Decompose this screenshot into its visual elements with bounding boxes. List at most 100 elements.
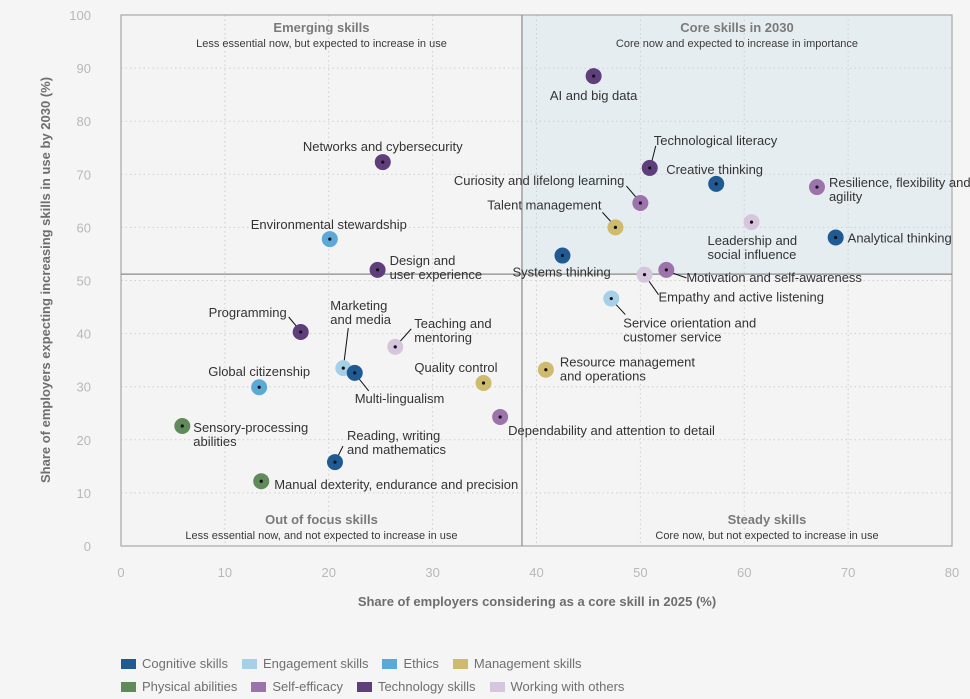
core-quadrant-shade [521,15,952,275]
legend-label: Working with others [510,679,625,694]
point-label-line: Analytical thinking [848,230,952,245]
data-point [346,364,363,381]
point-label: Quality control [414,360,497,375]
point-center-dot [299,330,303,334]
legend-label: Self-efficacy [272,679,343,694]
point-label: Creative thinking [666,162,763,177]
y-tick-label: 20 [77,433,91,448]
point-label-line: Empathy and active listening [659,290,824,305]
x-tick-label: 80 [945,565,959,580]
point-label-line: Systems thinking [512,265,610,280]
legend-swatch [251,681,267,692]
point-label-line: Sensory-processing [193,420,308,435]
y-tick-label: 40 [77,327,91,342]
y-axis-title: Share of employers expecting increasing … [38,77,53,483]
point-center-dot [609,296,613,301]
legend-item: Engagement skills [241,656,368,671]
point-center-dot [592,74,596,78]
data-point [174,417,191,434]
point-label-line: Multi-lingualism [355,391,445,406]
point-label: Technological literacy [654,133,778,148]
point-center-dot [180,424,184,428]
legend-swatch [241,658,257,669]
point-label: Global citizenship [208,364,310,379]
point-label: Teaching and mentoring [414,316,491,345]
point-center-dot [560,253,565,258]
data-point [492,408,509,425]
quadrant-subtitle-out-of-focus: Less essential now, and not expected to … [185,530,457,542]
point-center-dot [749,220,754,224]
point-center-dot [544,368,548,372]
point-label: AI and big data [550,88,638,103]
data-point [251,379,268,396]
point-label-line: Resource management [560,355,696,370]
point-label: Systems thinking [512,265,610,280]
data-point [658,261,675,278]
point-center-dot [815,185,819,189]
data-point [603,290,620,307]
legend-item: Working with others [489,679,625,694]
point-label-line: customer service [623,330,721,345]
point-label-line: Reading, writing [347,428,440,443]
point-label: Empathy and active listening [659,290,824,305]
point-label-line: Design and [390,253,456,268]
y-tick-label: 30 [77,380,91,395]
x-tick-label: 10 [218,565,232,580]
quadrant-title-steady: Steady skills [728,512,807,527]
legend-item: Self-efficacy [251,679,343,694]
data-point [369,261,386,278]
point-label: Leadership and social influence [708,233,798,262]
point-label: Dependability and attention to detail [508,423,715,438]
point-label: Resilience, flexibility and agility [829,175,970,204]
data-point [607,219,624,236]
y-tick-label: 70 [77,167,91,182]
point-center-dot [481,381,486,385]
point-label: Manual dexterity, endurance and precisio… [274,477,518,492]
point-center-dot [375,268,380,272]
x-tick-label: 0 [117,565,124,580]
point-label: Design and user experience [390,253,483,282]
data-point [708,175,725,192]
point-label-line: and operations [560,369,647,384]
x-tick-label: 70 [841,565,855,580]
x-tick-label: 50 [633,565,647,580]
point-center-dot [498,415,502,419]
y-tick-label: 10 [77,486,91,501]
y-tick-label: 90 [77,61,91,76]
data-point [326,454,343,471]
point-center-dot [328,237,332,241]
plot-frame [120,14,953,547]
point-label: Multi-lingualism [355,391,445,406]
legend-label: Technology skills [377,679,476,694]
data-point [321,231,338,248]
legend-label: Physical abilities [142,679,238,694]
data-point [554,247,571,264]
point-label-line: Technological literacy [654,133,778,148]
leader-line [651,145,657,163]
data-point [641,159,658,176]
legend-item: Cognitive skills [121,656,228,671]
point-label-line: Manual dexterity, endurance and precisio… [274,477,518,492]
point-label-line: Curiosity and lifelong learning [454,173,625,188]
data-point [292,324,309,341]
data-point [475,374,492,391]
point-center-dot [714,182,718,186]
point-label-line: and mathematics [347,442,446,457]
x-tick-label: 30 [425,565,439,580]
point-label-line: social influence [708,247,797,262]
data-point [808,179,825,196]
point-label: Analytical thinking [848,230,952,245]
quadrant-title-core: Core skills in 2030 [680,20,793,35]
data-point [632,194,649,211]
x-tick-label: 20 [322,565,336,580]
legend-swatch [452,658,468,669]
x-tick-label: 40 [529,565,543,580]
legend-row: Cognitive skills Engagement skills Ethics M… [121,652,721,675]
y-tick-label: 80 [77,114,91,129]
data-point [374,154,391,171]
point-center-dot [353,371,357,375]
point-label-line: mentoring [414,330,472,345]
legend-item: Physical abilities [121,679,237,694]
point-label: Networks and cybersecurity [303,139,463,154]
point-label-line: Quality control [414,360,497,375]
